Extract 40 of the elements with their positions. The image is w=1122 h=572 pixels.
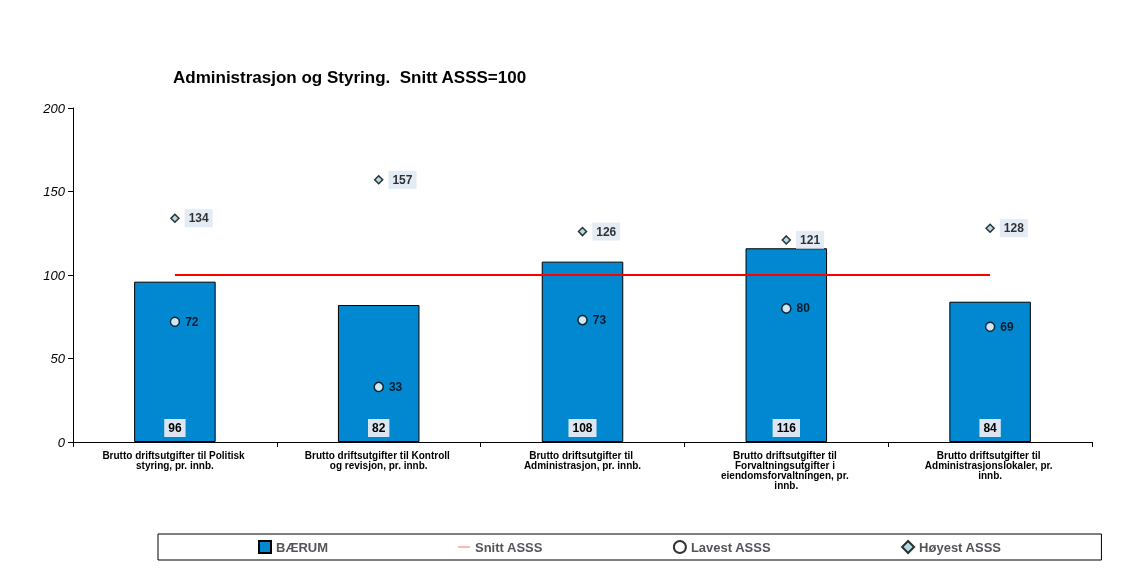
x-tick-label: Brutto driftsutgifter til Forvaltningsutgifter i eiendomsforvaltningen, pr. innb.	[721, 449, 852, 491]
x-tick-label: Brutto driftsutgifter til Kontroll og revisjon, pr. innb.	[304, 449, 453, 471]
legend-label: Lavest ASSS	[690, 539, 771, 555]
y-tick-label: 150	[43, 184, 66, 199]
point	[170, 213, 180, 223]
data-label: 128	[1003, 221, 1025, 236]
point	[781, 303, 792, 314]
data-label: 96	[168, 421, 182, 435]
data-label: 33	[388, 379, 403, 394]
point	[985, 223, 995, 233]
data-label: 69	[1000, 319, 1015, 334]
point	[373, 381, 384, 393]
data-label: 80	[796, 301, 811, 316]
data-label: 82	[372, 421, 386, 435]
point	[781, 235, 792, 245]
y-tick-label: 100	[43, 267, 66, 283]
chart-title: Administrasjon og Styring. Snitt ASSS=100	[173, 68, 527, 87]
data-label: 134	[188, 211, 209, 226]
data-label: 121	[800, 232, 821, 247]
point	[577, 226, 588, 237]
x-tick-label: Brutto driftsutgifter til Administrasjonslokaler, pr. innb.	[924, 449, 1056, 481]
point	[577, 314, 588, 326]
point	[373, 175, 384, 185]
legend-label: Høyest ASSS	[919, 539, 1002, 555]
point	[169, 316, 181, 328]
legend-label: Snitt ASSS	[474, 539, 543, 555]
data-label: 126	[596, 224, 617, 239]
y-tick-label: 200	[42, 100, 66, 116]
x-tick-label: Brutto driftsutgifter til Administrasjon, pr. innb.	[523, 449, 642, 471]
y-tick-label: 0	[57, 434, 66, 450]
point	[984, 321, 996, 333]
data-label: 84	[983, 421, 998, 435]
x-tick-label: Brutto driftsutgifter til Politisk styring, pr. innb.	[102, 449, 248, 471]
y-tick-label: 50	[50, 351, 66, 366]
data-label: 72	[185, 314, 199, 329]
data-label: 73	[592, 313, 607, 328]
legend-label: BÆRUM	[276, 539, 328, 555]
data-label: 116	[776, 421, 797, 435]
data-label: 108	[572, 421, 593, 435]
data-label: 157	[392, 172, 413, 187]
